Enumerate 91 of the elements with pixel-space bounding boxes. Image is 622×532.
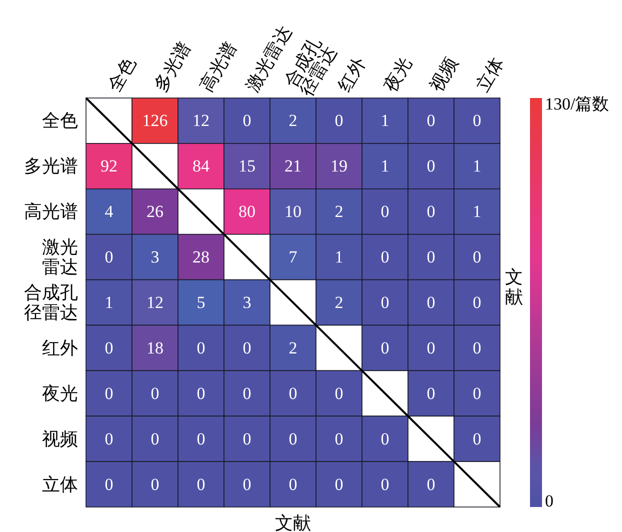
data-label: 5 — [196, 293, 206, 312]
x-tick-label: 全色 — [104, 54, 140, 95]
data-label: 0 — [426, 202, 436, 222]
data-label: 0 — [472, 338, 482, 358]
data-label: 0 — [426, 156, 436, 176]
data-label: 0 — [426, 338, 436, 358]
data-label: 2 — [288, 111, 298, 130]
data-label: 0 — [196, 474, 206, 494]
x-tick-label: 视频 — [426, 54, 462, 95]
y-tick-label: 夜光 — [42, 383, 78, 404]
y-tick-label: 合成孔径雷达 — [24, 282, 78, 322]
color-bar-label: 0 — [545, 492, 554, 510]
data-label: 80 — [238, 202, 256, 222]
data-label: 3 — [150, 248, 160, 267]
data-label: 0 — [380, 293, 390, 312]
data-label: 0 — [472, 248, 482, 267]
data-label: 0 — [426, 474, 436, 494]
data-label: 0 — [334, 474, 344, 494]
x-tick-label: 高光谱 — [196, 38, 241, 95]
data-label: 15 — [238, 156, 256, 176]
data-label: 2 — [288, 338, 298, 358]
data-label: 3 — [242, 293, 252, 312]
data-label: 0 — [242, 111, 252, 130]
data-label: 0 — [334, 384, 344, 403]
data-label: 1 — [104, 293, 114, 312]
data-label: 0 — [380, 338, 390, 358]
data-label: 0 — [288, 474, 298, 494]
data-label: 19 — [330, 156, 348, 176]
data-label: 12 — [192, 111, 210, 130]
data-label: 0 — [426, 293, 436, 312]
data-label: 0 — [472, 429, 482, 448]
data-label: 4 — [104, 202, 114, 222]
y-tick-label: 高光谱 — [24, 202, 78, 222]
data-label: 21 — [284, 156, 302, 176]
data-label: 0 — [150, 384, 160, 403]
data-label: 0 — [242, 429, 252, 448]
data-label: 0 — [288, 429, 298, 448]
data-label: 0 — [242, 474, 252, 494]
data-label: 26 — [146, 202, 164, 222]
y-tick-label: 立体 — [42, 474, 78, 494]
data-label: 10 — [284, 202, 302, 222]
data-label: 0 — [288, 384, 298, 403]
data-label: 0 — [426, 248, 436, 267]
x-tick-label: 多光谱 — [150, 38, 195, 95]
data-label: 1 — [380, 156, 390, 176]
color-bar-label: 130/篇数 — [545, 94, 610, 114]
y-tick-label: 全色 — [42, 110, 78, 131]
x-tick-label: 夜光 — [380, 54, 416, 95]
data-label: 0 — [334, 111, 344, 130]
data-label: 0 — [426, 111, 436, 130]
data-label: 7 — [288, 248, 298, 267]
data-label: 0 — [104, 338, 114, 358]
data-label: 0 — [104, 429, 114, 448]
data-label: 0 — [150, 429, 160, 448]
data-label: 0 — [380, 474, 390, 494]
data-label: 0 — [334, 429, 344, 448]
data-label: 0 — [472, 111, 482, 130]
data-label: 1 — [472, 202, 482, 222]
data-label: 0 — [196, 338, 206, 358]
data-label: 92 — [100, 156, 118, 176]
data-label: 0 — [472, 384, 482, 403]
data-label: 0 — [150, 474, 160, 494]
data-label: 0 — [380, 202, 390, 222]
data-label: 0 — [242, 338, 252, 358]
data-label: 1 — [472, 156, 482, 176]
data-label: 0 — [242, 384, 252, 403]
data-label: 0 — [380, 429, 390, 448]
x-axis-title: 文献 — [275, 513, 311, 532]
data-label: 12 — [146, 293, 164, 312]
data-label: 2 — [334, 202, 344, 222]
y-tick-label: 视频 — [42, 428, 78, 449]
y-tick-label: 红外 — [42, 338, 78, 358]
y-tick-label: 激光雷达 — [42, 237, 78, 278]
data-label: 0 — [380, 248, 390, 267]
data-label: 0 — [104, 248, 114, 267]
data-label: 0 — [426, 384, 436, 403]
data-label: 0 — [104, 474, 114, 494]
data-label: 1 — [380, 111, 390, 130]
y2-axis-title: 文献 — [505, 267, 523, 307]
y-tick-label: 多光谱 — [24, 156, 78, 176]
data-label: 84 — [192, 156, 210, 176]
data-label: 0 — [472, 293, 482, 312]
data-label: 0 — [196, 429, 206, 448]
data-label: 0 — [104, 384, 114, 403]
x-tick-label: 立体 — [472, 54, 508, 95]
data-label: 18 — [146, 338, 164, 358]
data-label: 126 — [142, 111, 168, 130]
data-label: 1 — [334, 248, 344, 267]
data-label: 28 — [192, 248, 210, 267]
data-label: 2 — [334, 293, 344, 312]
data-label: 0 — [196, 384, 206, 403]
